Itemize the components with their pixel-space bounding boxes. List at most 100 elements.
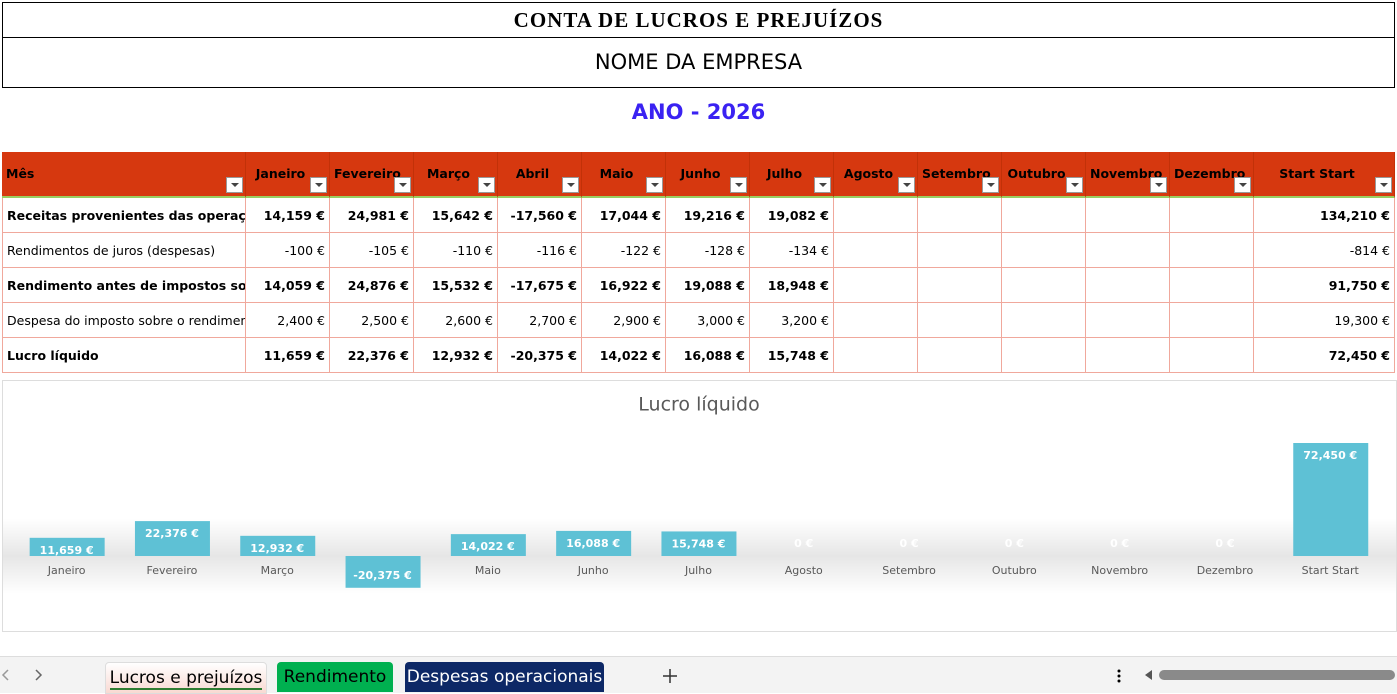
data-label: 22,376 € xyxy=(145,527,199,540)
table-cell: 15,642 € xyxy=(414,198,498,233)
bar xyxy=(29,537,105,556)
table-cell: 2,700 € xyxy=(498,303,582,338)
sheet-tab[interactable]: Rendimento xyxy=(277,662,393,692)
table-cell: 19,300 € xyxy=(1254,303,1395,338)
table-cell: 12,932 € xyxy=(414,338,498,373)
filter-button[interactable] xyxy=(982,177,999,193)
table-cell xyxy=(1086,198,1170,233)
data-label: 0 € xyxy=(1215,537,1234,550)
table-cell: 19,088 € xyxy=(666,268,750,303)
table-cell: 22,376 € xyxy=(330,338,414,373)
data-label: 0 € xyxy=(899,537,918,550)
table-cell: 19,082 € xyxy=(750,198,834,233)
row-label: Lucro líquido xyxy=(2,338,246,373)
sheet-title: CONTA DE LUCROS E PREJUÍZOS xyxy=(2,2,1395,38)
filter-button[interactable] xyxy=(478,177,495,193)
column-header: Outubro xyxy=(1002,152,1086,198)
table-cell: 16,922 € xyxy=(582,268,666,303)
filter-button[interactable] xyxy=(394,177,411,193)
x-tick-label: Julho xyxy=(684,564,712,577)
table-cell: -17,675 € xyxy=(498,268,582,303)
sheet-tabs: Lucros e prejuízos Rendimento Despesas o… xyxy=(0,656,1397,694)
filter-button[interactable] xyxy=(1375,177,1392,193)
filter-button[interactable] xyxy=(1150,177,1167,193)
table-cell xyxy=(918,303,1002,338)
x-tick-label: Fevereiro xyxy=(147,564,198,577)
x-tick-label: Start Start xyxy=(1302,564,1360,577)
filter-button[interactable] xyxy=(1066,177,1083,193)
table-cell: 24,981 € xyxy=(330,198,414,233)
table-cell xyxy=(1170,268,1254,303)
table-cell xyxy=(918,268,1002,303)
table-cell: 14,022 € xyxy=(582,338,666,373)
table-cell xyxy=(1002,198,1086,233)
table-cell xyxy=(1170,233,1254,268)
table-cell: 3,200 € xyxy=(750,303,834,338)
row-label: Rendimentos de juros (despesas) xyxy=(2,233,246,268)
x-tick-label: Junho xyxy=(577,564,609,577)
chart: Lucro líquido JaneiroFevereiroMarçoAbril… xyxy=(2,380,1397,632)
year-label: ANO - 2026 xyxy=(631,100,766,124)
table-cell xyxy=(1086,268,1170,303)
filter-button[interactable] xyxy=(1234,177,1251,193)
table-cell: 2,400 € xyxy=(246,303,330,338)
add-sheet[interactable] xyxy=(660,666,680,686)
table-cell: -128 € xyxy=(666,233,750,268)
bar xyxy=(661,531,737,556)
filter-button[interactable] xyxy=(310,177,327,193)
data-label: 0 € xyxy=(1005,537,1024,550)
x-tick-label: Agosto xyxy=(785,564,823,577)
tab-label: Lucros e prejuízos xyxy=(109,668,263,690)
column-header: Mês xyxy=(2,152,246,198)
data-label: 14,022 € xyxy=(461,540,515,553)
filter-button[interactable] xyxy=(814,177,831,193)
more-menu[interactable] xyxy=(1116,669,1122,685)
table-cell: 16,088 € xyxy=(666,338,750,373)
table-cell: 3,000 € xyxy=(666,303,750,338)
table-cell: 15,532 € xyxy=(414,268,498,303)
table-cell xyxy=(1002,338,1086,373)
sheet-tab[interactable]: Despesas operacionais xyxy=(405,662,604,692)
x-tick-label: Novembro xyxy=(1091,564,1148,577)
x-tick-label: Janeiro xyxy=(47,564,86,577)
column-header: Start Start xyxy=(1254,152,1395,198)
filter-button[interactable] xyxy=(226,177,243,193)
filter-button[interactable] xyxy=(730,177,747,193)
table-cell: 19,216 € xyxy=(666,198,750,233)
table-cell xyxy=(1086,338,1170,373)
table-cell: 14,159 € xyxy=(246,198,330,233)
data-label: 0 € xyxy=(794,537,813,550)
filter-button[interactable] xyxy=(898,177,915,193)
x-tick-label: Outubro xyxy=(992,564,1037,577)
tab-nav[interactable] xyxy=(0,657,60,693)
bar xyxy=(556,530,632,556)
data-label: 11,659 € xyxy=(40,544,94,557)
scrollbar[interactable] xyxy=(1145,668,1395,684)
table-cell: 18,948 € xyxy=(750,268,834,303)
filter-button[interactable] xyxy=(646,177,663,193)
table-cell xyxy=(1170,303,1254,338)
x-tick-label: Setembro xyxy=(882,564,936,577)
data-label: 12,932 € xyxy=(250,542,304,555)
bar xyxy=(240,535,316,556)
table-cell xyxy=(918,338,1002,373)
x-tick-label: Dezembro xyxy=(1197,564,1254,577)
table-cell: 2,600 € xyxy=(414,303,498,338)
table-cell: 2,500 € xyxy=(330,303,414,338)
table-cell: 17,044 € xyxy=(582,198,666,233)
table-cell: 24,876 € xyxy=(330,268,414,303)
table-cell: 134,210 € xyxy=(1254,198,1395,233)
sheet-tab[interactable]: Lucros e prejuízos xyxy=(105,662,267,694)
data-label: 15,748 € xyxy=(671,537,725,550)
bar xyxy=(134,521,210,556)
table-cell: -134 € xyxy=(750,233,834,268)
table-cell xyxy=(1086,233,1170,268)
x-tick-label: Março xyxy=(261,564,295,577)
filter-button[interactable] xyxy=(562,177,579,193)
table-cell xyxy=(1002,233,1086,268)
table-cell xyxy=(834,268,918,303)
table-cell: 91,750 € xyxy=(1254,268,1395,303)
table-cell: -110 € xyxy=(414,233,498,268)
data-label: 16,088 € xyxy=(566,537,620,550)
table-cell xyxy=(834,233,918,268)
